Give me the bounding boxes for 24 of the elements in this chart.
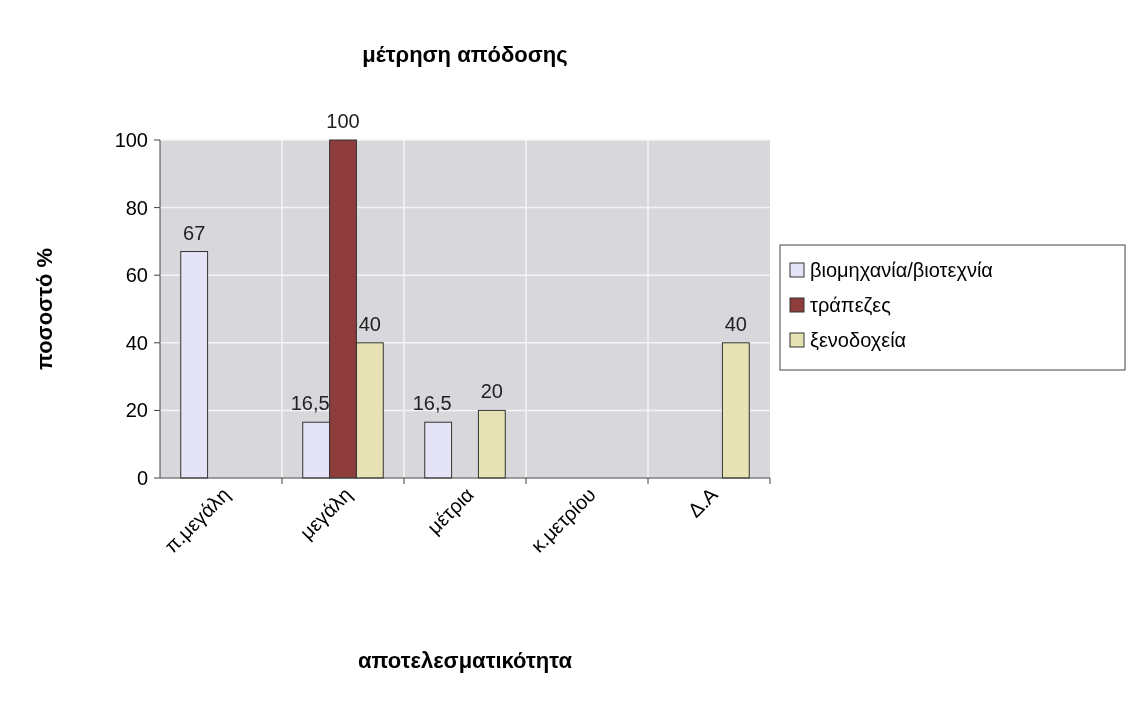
legend-label: ξενοδοχεία: [810, 329, 907, 351]
chart-title: μέτρηση απόδοσης: [362, 42, 568, 67]
y-tick-label: 60: [125, 264, 148, 287]
y-tick-label: 100: [114, 129, 148, 151]
bar: [180, 251, 209, 479]
y-tick-label: 20: [125, 399, 148, 422]
data-label: 16,5: [412, 392, 452, 415]
y-tick-label: 80: [125, 196, 148, 219]
data-label: 16,5: [290, 392, 330, 415]
y-axis-title: ποσοστό %: [32, 247, 57, 371]
data-label: 40: [358, 312, 381, 335]
data-label: 100: [326, 110, 360, 132]
legend-label: τράπεζες: [810, 294, 892, 316]
y-tick-label: 0: [136, 467, 148, 489]
data-label: 67: [183, 221, 206, 244]
x-tick-label: Δ.Α: [683, 482, 723, 522]
y-tick-label: 40: [125, 331, 148, 354]
bar: [477, 409, 506, 479]
x-axis-title: αποτελεσματικότητα: [358, 648, 573, 673]
data-label: 40: [724, 312, 747, 335]
bar: [721, 342, 750, 479]
legend-label: βιομηχανία/βιοτεχνία: [810, 259, 993, 281]
bar: [424, 421, 453, 479]
data-label: 20: [480, 380, 503, 403]
